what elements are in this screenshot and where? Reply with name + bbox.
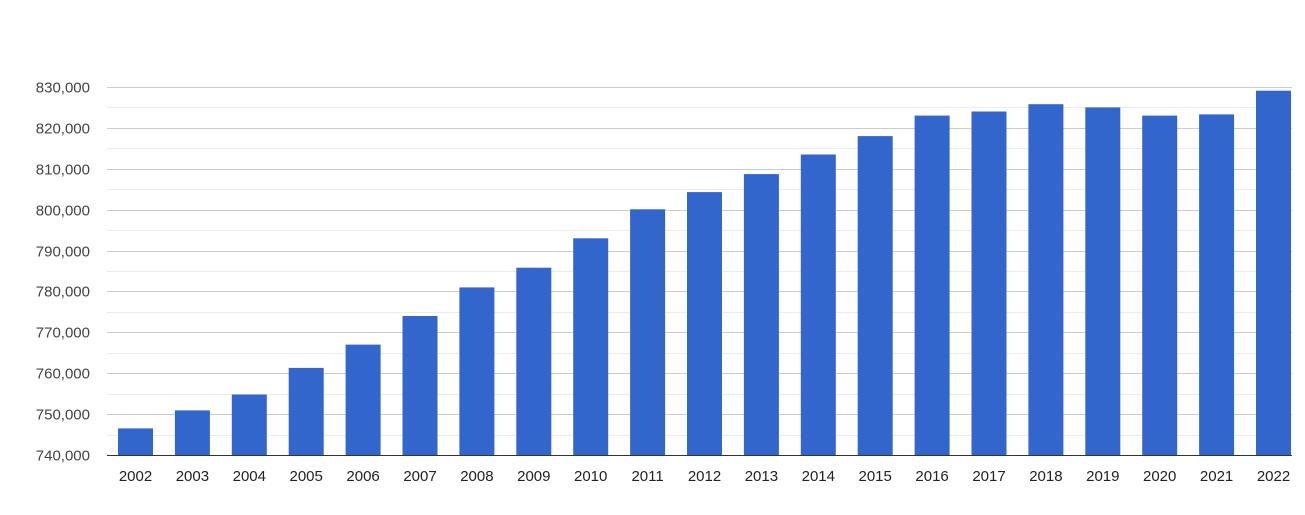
x-tick-label: 2021 [1200, 468, 1233, 485]
bar-2007 [402, 316, 438, 455]
y-tick-label: 760,000 [36, 366, 90, 383]
y-axis-labels: 740,000 750,000 760,000 770,000 780,000 790,0… [36, 80, 90, 465]
x-tick-label: 2013 [745, 468, 778, 485]
bar-2021 [1199, 114, 1235, 456]
x-tick-label: 2016 [915, 468, 948, 485]
y-tick-label: 830,000 [36, 80, 90, 97]
x-tick-label: 2005 [290, 468, 323, 485]
x-tick-label: 2007 [403, 468, 436, 485]
y-tick-label: 770,000 [36, 325, 90, 342]
x-tick-label: 2002 [119, 468, 152, 485]
bar-2006 [345, 344, 381, 455]
bar-2022 [1256, 90, 1291, 455]
bar-2015 [857, 136, 893, 455]
y-tick-label: 820,000 [36, 121, 90, 138]
y-tick-label: 740,000 [36, 448, 90, 465]
x-tick-label: 2008 [460, 468, 493, 485]
bar-2016 [914, 115, 950, 455]
x-tick-label: 2010 [574, 468, 607, 485]
bar-2002 [118, 428, 153, 455]
bar-2005 [288, 367, 324, 455]
bar-2018 [1028, 104, 1064, 455]
x-tick-label: 2020 [1143, 468, 1176, 485]
bar-2010 [573, 238, 609, 455]
bar-2017 [971, 111, 1007, 455]
bar-2013 [743, 174, 779, 455]
y-tick-label: 780,000 [36, 284, 90, 301]
bar-2004 [231, 394, 267, 455]
bar-2009 [516, 267, 552, 455]
x-tick-label: 2012 [688, 468, 721, 485]
bar-2012 [687, 192, 722, 455]
x-tick-label: 2011 [631, 468, 663, 485]
x-tick-label: 2017 [972, 468, 1005, 485]
x-tick-label: 2015 [859, 468, 892, 485]
y-tick-label: 750,000 [36, 407, 90, 424]
y-tick-label: 800,000 [36, 203, 90, 220]
x-tick-label: 2006 [346, 468, 379, 485]
y-tick-label: 790,000 [36, 244, 90, 261]
y-tick-label: 810,000 [36, 162, 90, 179]
x-axis-labels: 2002 2003 2004 2005 2006 2007 2008 2009 2010 2011… [119, 468, 1290, 485]
bar-2003 [174, 410, 210, 455]
x-tick-label: 2022 [1257, 468, 1290, 485]
bar-2020 [1142, 115, 1178, 455]
bar-2019 [1085, 107, 1121, 456]
x-tick-label: 2014 [802, 468, 835, 485]
bar-2014 [800, 154, 836, 455]
x-tick-label: 2009 [517, 468, 550, 485]
x-tick-label: 2019 [1086, 468, 1119, 485]
x-tick-label: 2003 [176, 468, 209, 485]
bars [107, 90, 1292, 456]
bar-2011 [630, 209, 666, 455]
x-tick-label: 2018 [1029, 468, 1062, 485]
bar-2008 [459, 287, 495, 455]
x-tick-label: 2004 [233, 468, 266, 485]
